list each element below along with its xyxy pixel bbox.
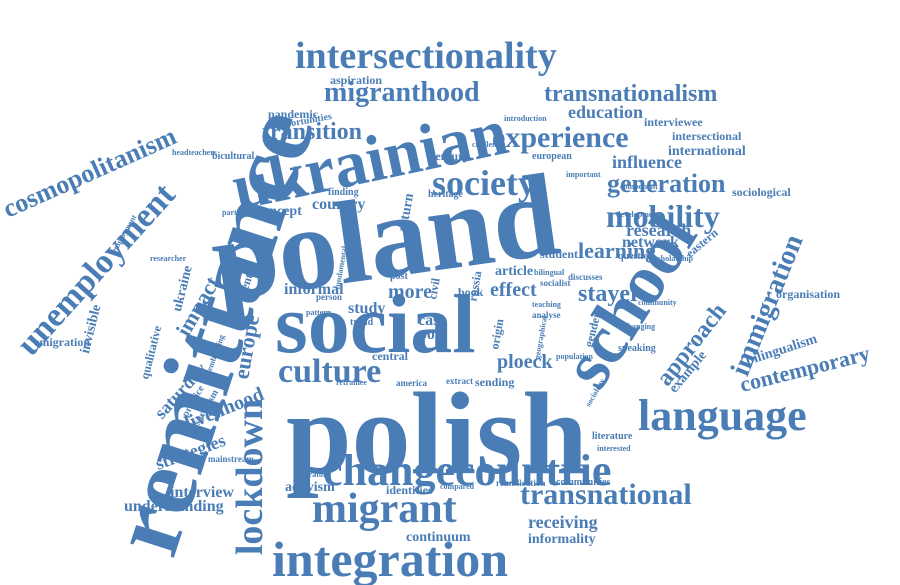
cloud-word: article bbox=[495, 263, 534, 279]
cloud-word: lockdown bbox=[228, 398, 271, 555]
cloud-word: society bbox=[432, 163, 536, 204]
cloud-word: interviewee bbox=[644, 115, 703, 130]
cloud-word: more bbox=[388, 280, 433, 303]
cloud-word: bilingual bbox=[534, 268, 565, 278]
cloud-word: sending bbox=[475, 375, 515, 390]
cloud-word: community bbox=[638, 298, 677, 308]
cloud-word: migrant bbox=[312, 485, 457, 532]
cloud-word: speaking bbox=[618, 342, 656, 354]
cloud-word: activism bbox=[285, 479, 335, 495]
cloud-word: understanding bbox=[124, 497, 224, 515]
cloud-word: transition bbox=[262, 119, 363, 146]
cloud-word: learning bbox=[578, 237, 657, 263]
cloud-word: laboratory bbox=[294, 470, 331, 480]
cloud-word: component bbox=[620, 182, 658, 192]
cloud-word: european bbox=[532, 150, 572, 162]
cloud-word: migranthood bbox=[324, 77, 480, 109]
cloud-word: interested bbox=[597, 444, 631, 454]
cloud-word: identities bbox=[386, 483, 433, 498]
cloud-word: researcher bbox=[150, 254, 187, 264]
cloud-word: international bbox=[668, 143, 746, 159]
cloud-word: case bbox=[418, 311, 447, 329]
cloud-word: stayer bbox=[578, 281, 641, 308]
cloud-word: scholarship bbox=[654, 254, 694, 264]
cloud-word: century bbox=[430, 149, 470, 164]
cloud-word: central bbox=[372, 349, 408, 364]
cloud-word: mobility bbox=[606, 197, 720, 234]
cloud-word: aspiration bbox=[330, 73, 383, 88]
cloud-word: pandemic bbox=[268, 107, 319, 122]
cloud-word: development bbox=[616, 210, 660, 220]
cloud-word: changing bbox=[624, 322, 656, 332]
cloud-word: extract bbox=[446, 375, 473, 386]
cloud-word: social bbox=[275, 278, 476, 372]
cloud-word: organisation bbox=[776, 287, 841, 302]
cloud-word: mainstream bbox=[208, 453, 254, 464]
cloud-word: finding bbox=[328, 186, 359, 198]
cloud-word: origin bbox=[487, 317, 507, 351]
cloud-word: student bbox=[540, 247, 579, 262]
cloud-word: heritage bbox=[428, 188, 463, 200]
cloud-word: introduction bbox=[504, 114, 547, 124]
cloud-word: language bbox=[638, 390, 807, 440]
cloud-word: country bbox=[312, 195, 366, 213]
cloud-word: pattern bbox=[306, 308, 332, 318]
cloud-word: changecountrie bbox=[323, 445, 612, 495]
cloud-word: important bbox=[566, 170, 601, 180]
cloud-word: discusses bbox=[568, 271, 603, 282]
cloud-word: generation bbox=[607, 168, 726, 198]
cloud-word: concept bbox=[256, 203, 302, 219]
cloud-word: culture bbox=[278, 353, 382, 391]
cloud-word: transnationalism bbox=[544, 81, 718, 108]
cloud-word: sociological bbox=[732, 185, 791, 200]
cloud-word: book bbox=[458, 285, 484, 300]
cloud-word: person bbox=[316, 291, 343, 302]
cloud-word: informal bbox=[284, 280, 344, 298]
cloud-word: reunification bbox=[496, 477, 546, 488]
cloud-word: headteachers bbox=[172, 148, 217, 158]
cloud-word: civil bbox=[425, 277, 443, 301]
cloud-word: polish bbox=[286, 368, 588, 500]
cloud-word: study bbox=[348, 299, 386, 317]
cloud-word: teaching bbox=[532, 300, 561, 310]
cloud-word: retrainee bbox=[336, 378, 367, 388]
cloud-word: experience bbox=[492, 121, 629, 155]
cloud-word: communities bbox=[556, 476, 611, 488]
cloud-word: socialist bbox=[540, 277, 571, 288]
cloud-word: particular bbox=[222, 208, 257, 218]
cloud-word: receiving bbox=[528, 512, 598, 533]
cloud-word: integration bbox=[272, 531, 509, 585]
cloud-word: ploeck bbox=[497, 350, 553, 373]
cloud-word: literature bbox=[592, 430, 633, 442]
cloud-word: population bbox=[556, 352, 593, 362]
cloud-word: analyse bbox=[532, 309, 561, 320]
cloud-word: research bbox=[626, 220, 692, 241]
cloud-word: intersectional bbox=[672, 129, 742, 144]
cloud-word: transnational bbox=[520, 478, 692, 512]
cloud-word: network bbox=[622, 233, 679, 251]
cloud-word: influence bbox=[612, 152, 682, 173]
cloud-word: pole bbox=[418, 325, 447, 343]
cloud-word: question bbox=[618, 250, 655, 262]
cloud-word: emigration bbox=[34, 335, 90, 350]
cloud-word: education bbox=[568, 102, 644, 123]
cloud-word: bicultural bbox=[212, 150, 255, 162]
cloud-word: compared bbox=[440, 482, 475, 492]
cloud-word: intersectionality bbox=[295, 34, 557, 77]
cloud-word: effect bbox=[490, 278, 537, 301]
cloud-word: america bbox=[396, 377, 427, 388]
cloud-word: interview bbox=[170, 483, 234, 501]
cloud-word: informality bbox=[528, 531, 596, 547]
cloud-word: challenge bbox=[472, 140, 504, 150]
cloud-word: continuum bbox=[406, 529, 471, 545]
cloud-word: post bbox=[390, 270, 408, 282]
cloud-word: trend bbox=[350, 316, 374, 328]
